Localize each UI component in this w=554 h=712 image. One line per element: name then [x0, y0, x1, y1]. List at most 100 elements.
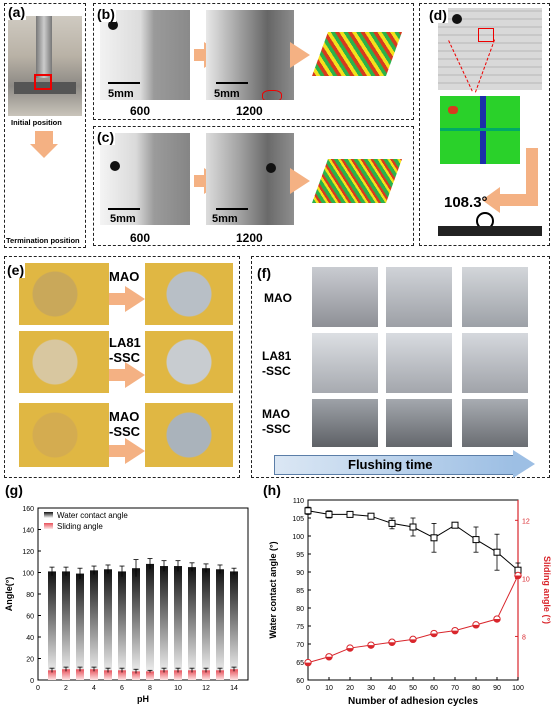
g-bar-water [146, 563, 154, 680]
h-point-water [346, 510, 354, 518]
g-bar-sliding [118, 670, 126, 680]
g-bar-water [104, 569, 112, 680]
arrow-e2 [109, 369, 127, 381]
arrow-e1 [109, 293, 127, 305]
f-photo-2c [462, 333, 528, 393]
e-photo-3b [145, 403, 233, 467]
h-ytick-label: 100 [292, 534, 304, 541]
abrasion-photo-600 [100, 10, 190, 100]
g-bar-sliding [76, 669, 84, 680]
h-ytick-right-label: 8 [522, 634, 526, 641]
panel-f: MAO LA81 -SSC MAO -SSC Flushing time [251, 256, 550, 478]
arrow-c2-head [290, 168, 310, 194]
h-point-sliding-half [493, 619, 501, 623]
e-photo-3a [19, 403, 109, 467]
h-point-water [304, 507, 312, 515]
h-ylabel: Water contact angle (°) [268, 541, 278, 638]
h-point-sliding-half [304, 662, 312, 666]
g-xtick-label: 4 [92, 685, 96, 692]
caption-initial: Initial position [11, 118, 62, 127]
f-label-mao: MAO [264, 291, 292, 305]
panel-d: 108.3° [419, 3, 550, 246]
g-bar-water [160, 566, 168, 680]
g-bar-sliding [174, 670, 182, 680]
chart-g: 0 20 40 60 80 100 120 140 160 0 2 4 6 8 10 12 14 pH Angle(… [4, 506, 249, 704]
scale-b2: 5mm [214, 88, 240, 100]
g-xtick-label: 12 [202, 685, 210, 692]
e-photo-2a [19, 331, 109, 393]
arrow-b1 [194, 49, 204, 61]
micro-map-d [440, 96, 520, 164]
g-ytick-label: 160 [22, 506, 34, 513]
scale-c2: 5mm [212, 213, 238, 225]
panel-a: Initial position Termination position [4, 3, 86, 248]
g-ytick-label: 100 [22, 571, 34, 578]
h-point-sliding-half [388, 642, 396, 646]
g-ytick-label: 0 [30, 678, 34, 685]
h-point-sliding-half [472, 624, 480, 629]
surface-3d-map-b [312, 14, 408, 100]
g-xtick-label: 8 [148, 685, 152, 692]
g-bar-sliding [90, 669, 98, 680]
h-xtick-label: 40 [388, 685, 396, 692]
g-ytick-label: 120 [22, 549, 34, 556]
f-photo-2a [312, 333, 378, 393]
h-ytick-label: 80 [296, 606, 304, 613]
surface-3d-map-c [312, 137, 408, 227]
g-ytick-label: 40 [26, 635, 34, 642]
value-b1: 600 [130, 104, 151, 118]
h-ytick-label: 60 [296, 678, 304, 685]
h-point-water [325, 510, 333, 518]
h-ytick-label: 70 [296, 642, 304, 649]
f-photo-3b [386, 399, 452, 447]
e-photo-2b [145, 331, 233, 393]
h-ytick-label: 75 [296, 624, 304, 631]
h-ytick-right-label: 10 [522, 576, 530, 583]
label-b: (b) [96, 6, 116, 22]
h-ytick-label: 85 [296, 588, 304, 595]
g-xtick-label: 10 [174, 685, 182, 692]
h-point-water [409, 523, 417, 531]
h-point-sliding-half [514, 575, 522, 579]
g-legend-water: Water contact angle [57, 511, 128, 520]
arrow-e2-head [125, 362, 145, 388]
abrasion-photo-1200-c [206, 133, 294, 225]
g-bar-water [202, 568, 210, 680]
h-xtick-label: 60 [430, 685, 438, 692]
h-xtick-label: 100 [512, 685, 524, 692]
e-label-mao: MAO [109, 269, 140, 284]
h-point-water [367, 512, 375, 520]
label-c: (c) [96, 129, 116, 145]
g-ytick-label: 60 [26, 614, 34, 621]
h-point-water [388, 519, 396, 527]
g-bar-water [230, 571, 238, 680]
g-bar-sliding [104, 670, 112, 680]
h-xtick-label: 90 [493, 685, 501, 692]
g-bar-sliding [62, 669, 70, 680]
arrow-b2-head [290, 42, 310, 68]
label-h: (h) [262, 482, 282, 498]
arrow-e1-head [125, 286, 145, 312]
chart-h: 60 65 70 75 80 85 90 95 100 105 110 8 10 12 0 10 20 30 40 5… [268, 498, 552, 707]
arrow-c1 [194, 175, 204, 187]
h-xtick-label: 50 [409, 685, 417, 692]
f-photo-1a [312, 267, 378, 327]
g-bar-water [188, 567, 196, 680]
caption-termination: Termination position [6, 236, 80, 245]
abrasion-photo-600-c [100, 133, 190, 225]
abrasion-photo-1200 [206, 10, 294, 100]
e-photo-1b [145, 263, 233, 325]
h-ytick-label: 90 [296, 570, 304, 577]
h-xtick-label: 0 [306, 685, 310, 692]
g-xlabel: pH [137, 694, 149, 704]
f-label-mao-ssc: MAO -SSC [262, 407, 291, 436]
arrow-down [35, 131, 53, 145]
g-bar-water [48, 571, 56, 680]
g-bar-sliding [160, 670, 168, 680]
h-ytick-label: 65 [296, 660, 304, 667]
g-ytick-label: 80 [26, 592, 34, 599]
f-photo-3c [462, 399, 528, 447]
h-line-sliding [307, 575, 519, 664]
f-photo-2b [386, 333, 452, 393]
h-point-sliding-half [325, 656, 333, 660]
